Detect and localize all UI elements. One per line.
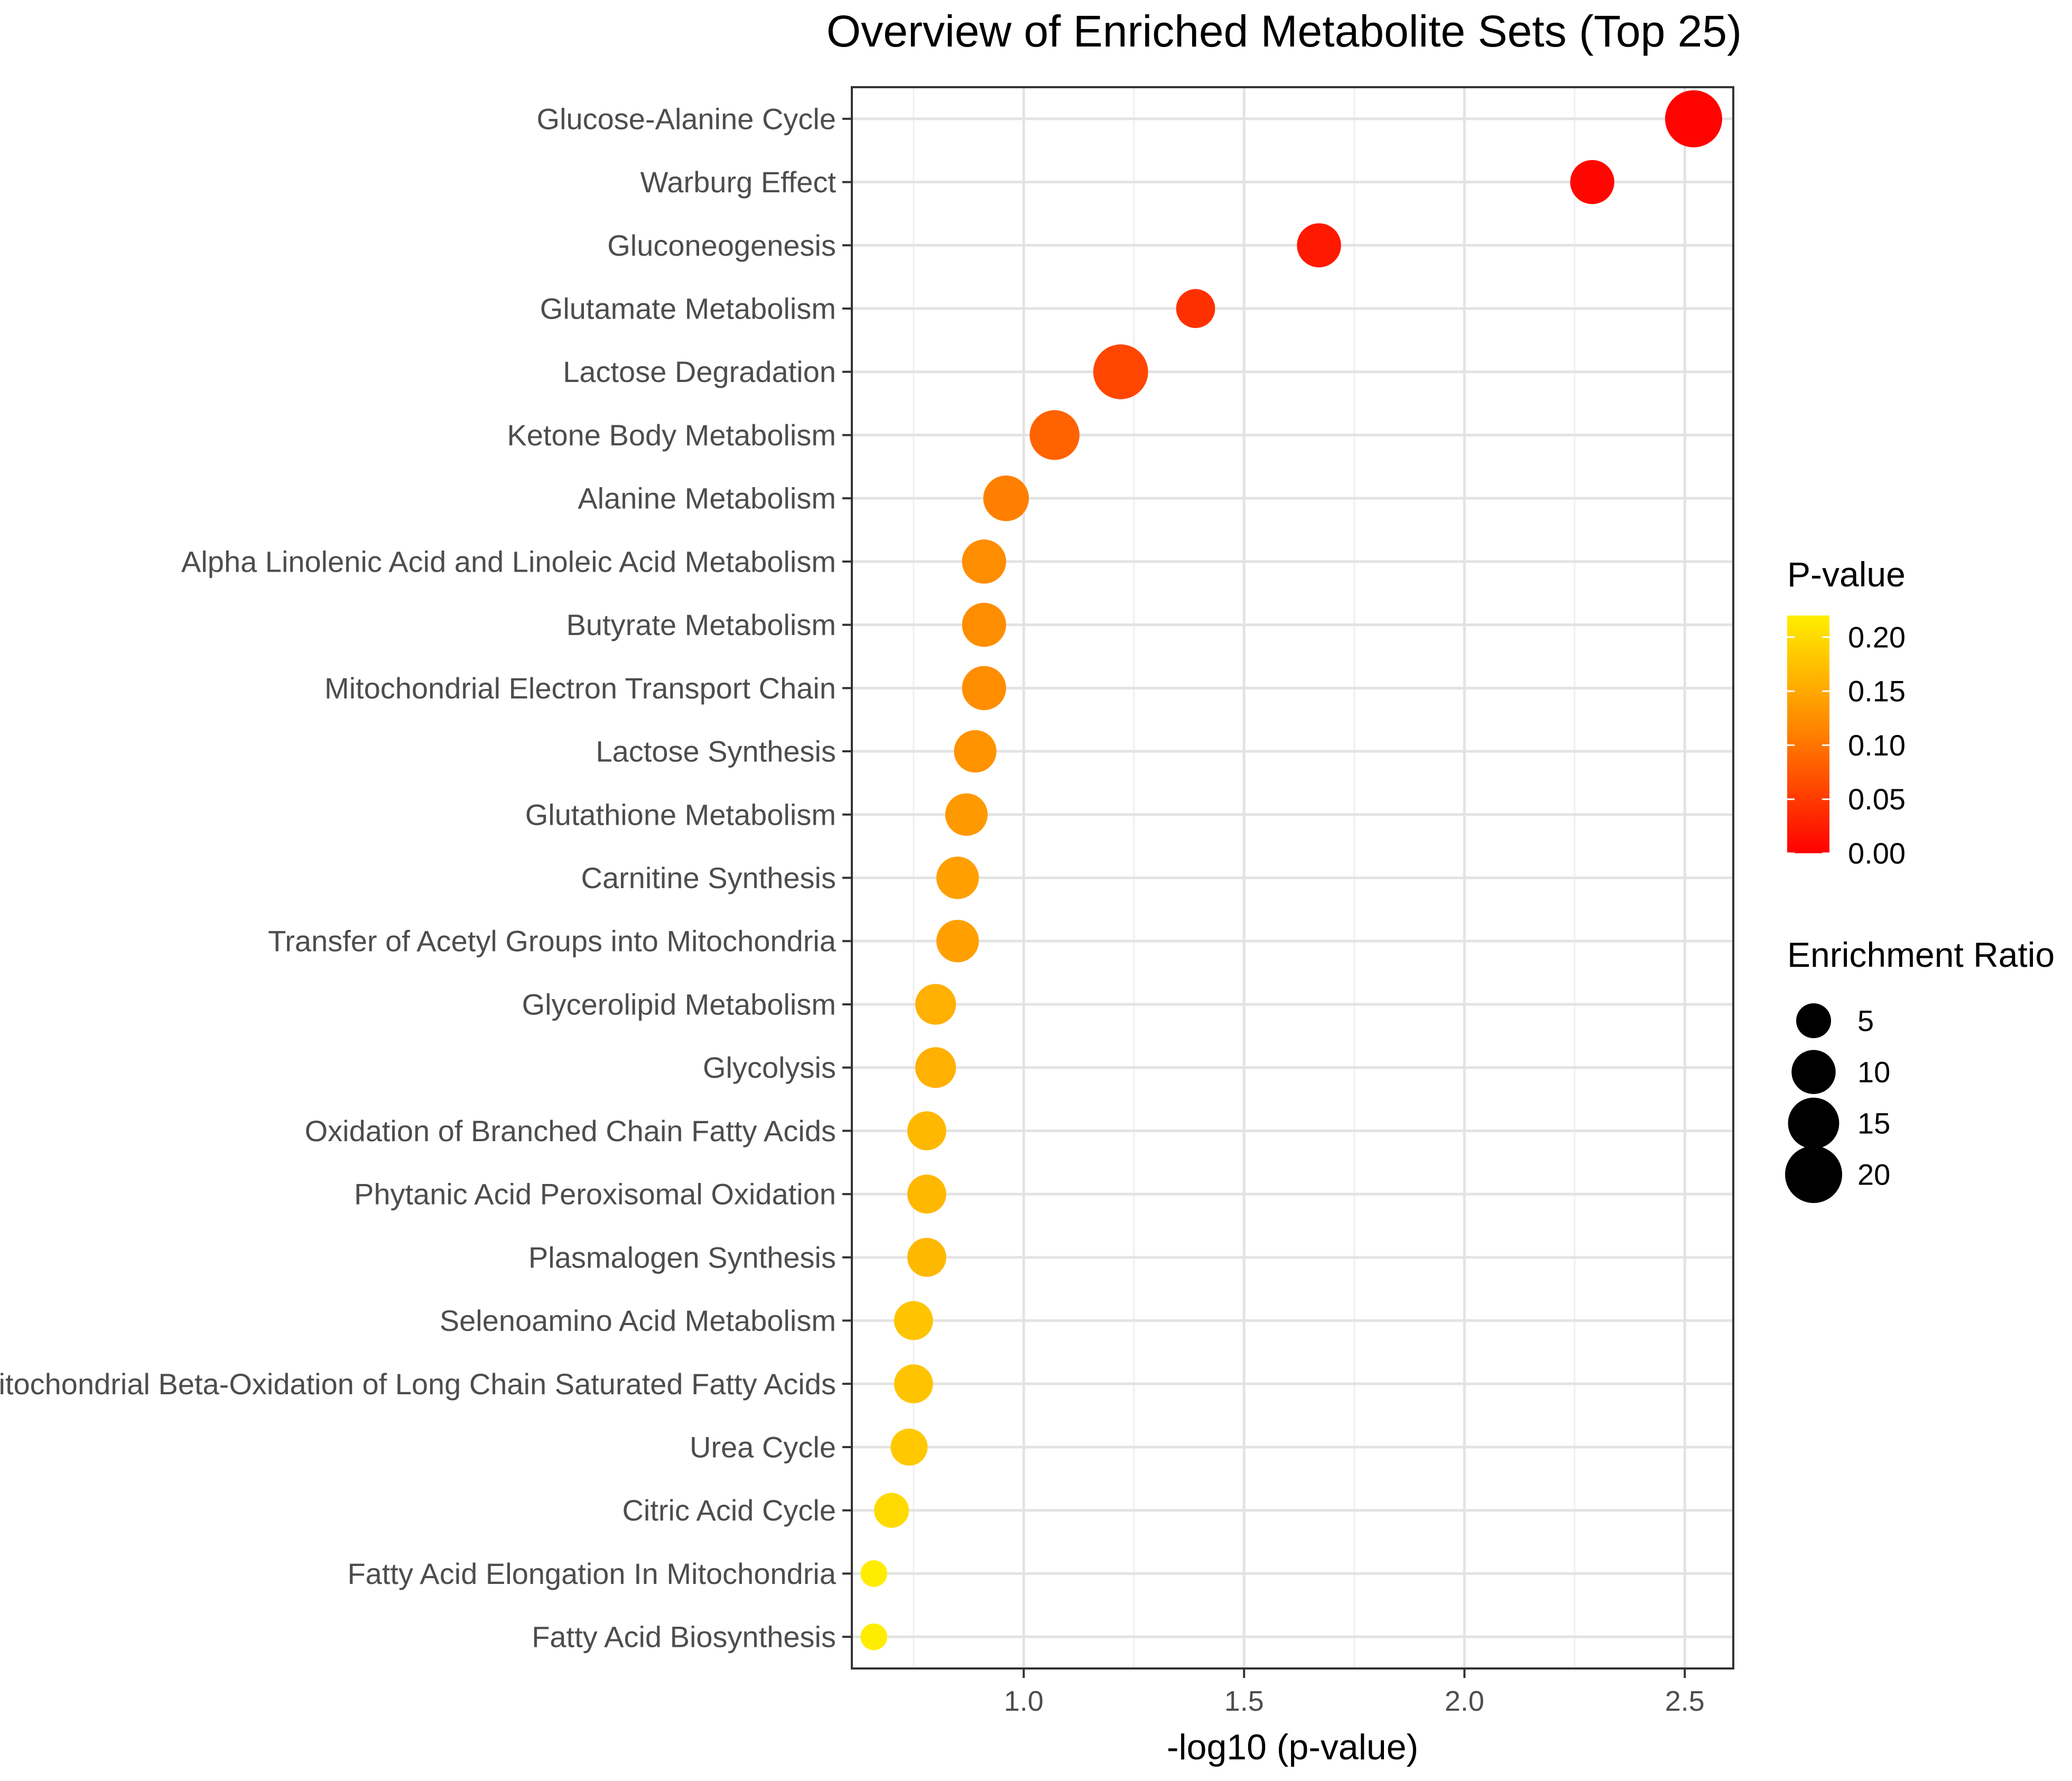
x-tick-label: 1.0 [1004, 1685, 1044, 1717]
data-points [860, 90, 1722, 1651]
data-point [907, 1174, 946, 1214]
data-point [890, 1428, 928, 1466]
data-point [1297, 223, 1341, 268]
pvalue-color-legend: P-value 0.20 0.15 0.10 0.05 0.00 [1787, 555, 1906, 870]
data-point [894, 1301, 933, 1340]
enrichment-legend-title: Enrichment Ratio [1787, 935, 2055, 974]
colorbar-tick-label: 0.10 [1848, 729, 1906, 762]
data-point [1570, 160, 1614, 204]
data-point [983, 475, 1029, 521]
size-legend-label: 5 [1857, 1004, 1874, 1038]
y-tick-label: Ketone Body Metabolism [507, 418, 836, 452]
data-point [936, 920, 979, 963]
x-tick-label: 2.0 [1445, 1685, 1484, 1717]
x-axis: 1.0 1.5 2.0 2.5 [1004, 1668, 1705, 1717]
y-tick-label: Gluconeogenesis [607, 229, 836, 262]
colorbar-tick-label: 0.05 [1848, 782, 1906, 816]
colorbar-tick-label: 0.20 [1848, 620, 1906, 654]
y-tick-label: Lactose Synthesis [596, 735, 836, 768]
y-tick-label: Mitochondrial Beta-Oxidation of Long Cha… [0, 1367, 836, 1401]
y-tick-label: Glutamate Metabolism [540, 292, 836, 325]
data-point [874, 1493, 909, 1528]
data-point [954, 730, 997, 773]
y-axis: Glucose-Alanine Cycle Warburg Effect Gluco… [0, 102, 852, 1654]
data-point [962, 666, 1006, 711]
y-tick-label: Urea Cycle [690, 1430, 836, 1463]
data-point [1029, 410, 1080, 460]
y-tick-label: Citric Acid Cycle [622, 1494, 836, 1527]
y-tick-label: Fatty Acid Elongation In Mitochondria [347, 1557, 836, 1590]
data-point [907, 1111, 946, 1151]
y-tick-label: Transfer of Acetyl Groups into Mitochond… [268, 925, 837, 958]
y-tick-label: Oxidation of Branched Chain Fatty Acids [305, 1114, 836, 1148]
x-axis-title: -log10 (p-value) [1167, 1727, 1418, 1767]
size-legend-key [1788, 1097, 1839, 1149]
data-point [962, 602, 1006, 647]
y-tick-label: Mitochondrial Electron Transport Chain [324, 672, 836, 705]
data-point [1665, 90, 1722, 147]
size-legend-label: 15 [1857, 1107, 1890, 1140]
y-tick-label: Alpha Linolenic Acid and Linoleic Acid M… [181, 545, 836, 578]
size-legend-label: 20 [1857, 1158, 1890, 1191]
colorbar-tick-label: 0.00 [1848, 837, 1906, 870]
y-tick-label: Warburg Effect [640, 165, 837, 199]
y-tick-label: Butyrate Metabolism [566, 608, 836, 641]
size-legend-key [1791, 1050, 1836, 1094]
size-legend-key [1785, 1145, 1843, 1204]
x-tick-label: 1.5 [1224, 1685, 1264, 1717]
y-tick-label: Carnitine Synthesis [581, 861, 836, 894]
pvalue-legend-ticks: 0.20 0.15 0.10 0.05 0.00 [1787, 620, 1906, 870]
enrichment-legend-items: 5 10 15 20 [1785, 1003, 1890, 1204]
y-tick-label: Alanine Metabolism [578, 482, 836, 515]
enrichment-size-legend: Enrichment Ratio 5 10 15 20 [1785, 935, 2055, 1204]
colorbar-tick-label: 0.15 [1848, 675, 1906, 708]
data-point [936, 856, 979, 899]
size-legend-key [1796, 1003, 1832, 1039]
data-point [860, 1623, 887, 1651]
data-point [962, 539, 1006, 584]
size-legend-label: 10 [1857, 1056, 1890, 1089]
y-tick-label: Phytanic Acid Peroxisomal Oxidation [354, 1178, 836, 1211]
y-tick-label: Lactose Degradation [563, 355, 836, 388]
data-point [1093, 344, 1148, 399]
y-tick-label: Fatty Acid Biosynthesis [532, 1620, 836, 1654]
y-tick-label: Glycerolipid Metabolism [522, 987, 836, 1021]
data-point [894, 1364, 933, 1404]
data-point [907, 1237, 946, 1277]
y-tick-label: Glutathione Metabolism [525, 798, 836, 831]
data-point [915, 1047, 956, 1088]
chart-title: Overview of Enriched Metabolite Sets (To… [826, 6, 1742, 56]
data-point [945, 793, 988, 836]
y-tick-label: Selenoamino Acid Metabolism [440, 1304, 836, 1337]
x-tick-label: 2.5 [1665, 1685, 1705, 1717]
pvalue-legend-title: P-value [1787, 555, 1906, 594]
data-point [915, 984, 956, 1025]
y-tick-label: Glucose-Alanine Cycle [537, 102, 836, 135]
y-tick-label: Plasmalogen Synthesis [528, 1241, 836, 1274]
pvalue-colorbar [1787, 616, 1829, 853]
major-gridlines [852, 87, 1733, 1668]
y-tick-label: Glycolysis [703, 1051, 836, 1084]
data-point [1176, 289, 1215, 328]
data-point [860, 1560, 887, 1587]
